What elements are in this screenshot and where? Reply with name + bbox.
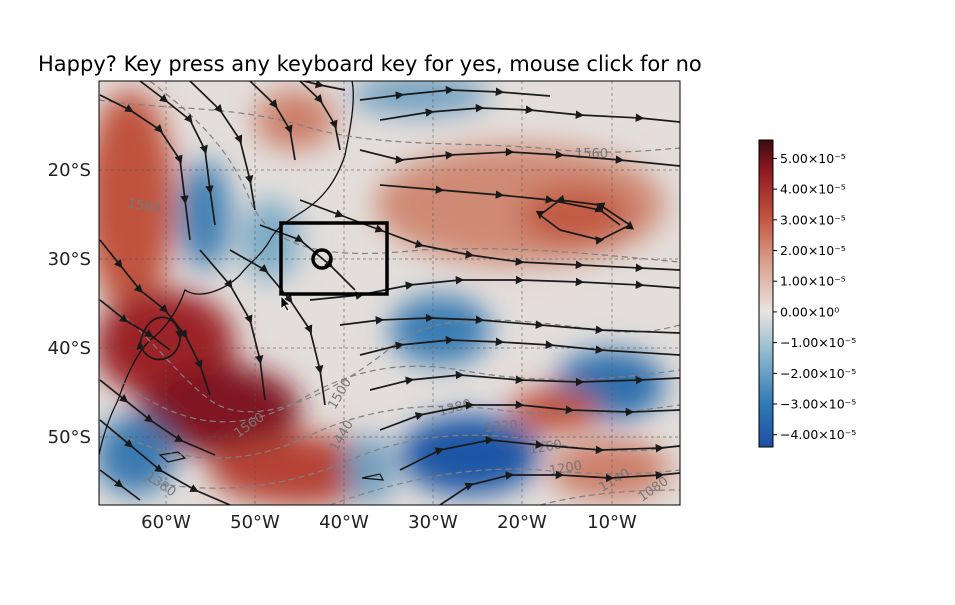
- contour-label: 1320: [484, 418, 518, 436]
- map-frame: [98, 80, 681, 506]
- y-tick-label: 50°S: [48, 427, 91, 448]
- colorbar-tick-label: 5.00×10⁻⁵: [780, 151, 846, 166]
- colorbar-tick-label: −1.00×10⁻⁵: [780, 335, 856, 350]
- streamlines: [99, 81, 680, 505]
- colorbar: [758, 139, 774, 448]
- y-tick-label: 30°S: [48, 249, 91, 270]
- colorbar-tick-label: 0.00×10⁰: [780, 304, 839, 319]
- vorticity-field: 1560 1560 1560 1500 1440 1380 1380 1320 …: [99, 81, 680, 505]
- colorbar-tick-label: 4.00×10⁻⁵: [780, 182, 846, 197]
- colorbar-tick-label: −2.00×10⁻⁵: [780, 366, 856, 381]
- target-circle: [311, 248, 333, 270]
- colorbar-tick-label: 2.00×10⁻⁵: [780, 243, 846, 258]
- colorbar-tick-label: −3.00×10⁻⁵: [780, 397, 856, 412]
- colorbar-tick-label: 3.00×10⁻⁵: [780, 212, 846, 227]
- contour-label: 1560: [575, 147, 608, 162]
- x-tick-label: 40°W: [319, 512, 369, 533]
- colorbar-ticks: 5.00×10⁻⁵ 4.00×10⁻⁵ 3.00×10⁻⁵ 2.00×10⁻⁵ 1.00…: [773, 151, 856, 442]
- y-axis-ticks: 20°S 30°S 40°S 50°S: [48, 160, 91, 448]
- x-tick-label: 20°W: [497, 512, 547, 533]
- target-box: [279, 221, 389, 296]
- y-tick-label: 40°S: [48, 338, 91, 359]
- colorbar-tick-label: −4.00×10⁻⁵: [780, 427, 856, 442]
- x-tick-label: 60°W: [141, 512, 191, 533]
- colorbar-tick-label: 1.00×10⁻⁵: [780, 274, 846, 289]
- chart-title: Happy? Key press any keyboard key for ye…: [38, 52, 702, 76]
- x-tick-label: 50°W: [230, 512, 280, 533]
- x-tick-label: 10°W: [587, 512, 637, 533]
- x-tick-label: 30°W: [408, 512, 458, 533]
- mouse-cursor-icon: [280, 295, 291, 312]
- x-axis-ticks: 60°W 50°W 40°W 30°W 20°W 10°W: [141, 512, 637, 533]
- y-tick-label: 20°S: [48, 160, 91, 181]
